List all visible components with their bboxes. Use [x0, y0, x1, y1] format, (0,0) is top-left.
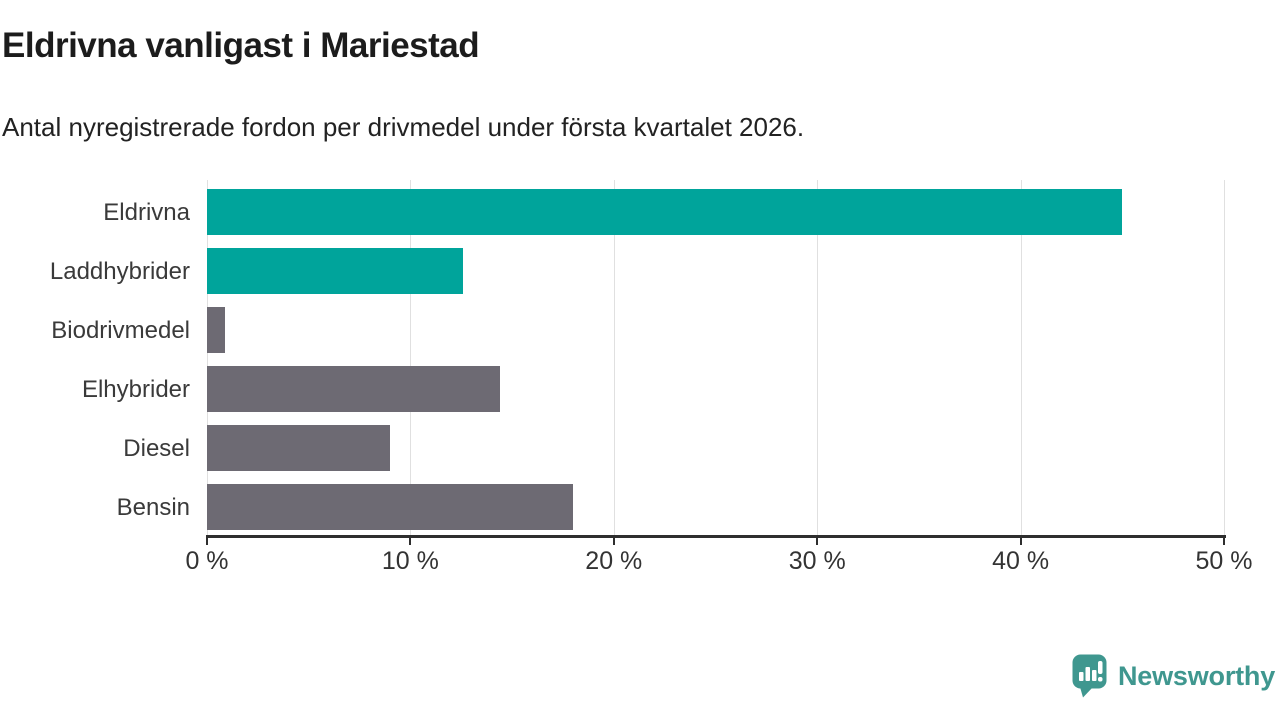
x-axis-tick-label: 40 % [992, 547, 1050, 575]
newsworthy-logo-text: Newsworthy [1118, 660, 1276, 691]
bar-diesel [207, 425, 391, 471]
chart-row: Eldrivna [0, 183, 1280, 242]
x-axis-tick [409, 538, 412, 545]
bar-bensin [207, 484, 574, 530]
x-axis-line [206, 535, 1226, 538]
bar-elhybrider [207, 366, 500, 412]
gridline [410, 180, 412, 537]
gridline [1224, 180, 1225, 537]
chart-row: Biodrivmedel [0, 301, 1280, 360]
category-label-bensin: Bensin [116, 494, 190, 521]
x-axis-tick [612, 538, 615, 545]
x-axis-tick [816, 538, 819, 545]
gridline [207, 180, 208, 537]
category-label-laddhybrider: Laddhybrider [49, 258, 190, 285]
chart-title: Eldrivna vanligast i Mariestad [2, 26, 480, 65]
bar-biodrivmedel [207, 307, 226, 353]
gridline [1020, 180, 1022, 537]
x-axis-tick [1019, 538, 1022, 545]
x-axis-tick-label: 50 % [1195, 547, 1253, 575]
x-axis-tick-label: 20 % [585, 547, 643, 575]
x-axis-tick-label: 30 % [788, 547, 846, 575]
gridline [613, 180, 615, 537]
newsworthy-logo-icon [1072, 654, 1107, 698]
newsworthy-logo[interactable]: Newsworthy [1072, 654, 1275, 698]
chart-subtitle: Antal nyregistrerade fordon per drivmede… [2, 112, 805, 142]
chart-row: Bensin [0, 478, 1280, 537]
x-axis-tick-label: 10 % [381, 547, 439, 575]
bar-laddhybrider [207, 248, 464, 294]
chart-row: Diesel [0, 419, 1280, 478]
bar-eldrivna [207, 189, 1123, 235]
gridline [817, 180, 819, 537]
category-label-elhybrider: Elhybrider [81, 376, 190, 403]
bar-chart-rows: Eldrivna Laddhybrider Biodrivmedel Elhybrid… [0, 183, 1280, 537]
chart-row: Elhybrider [0, 360, 1280, 419]
category-label-eldrivna: Eldrivna [103, 199, 190, 226]
category-label-biodrivmedel: Biodrivmedel [51, 317, 190, 344]
chart-gridlines [0, 180, 1280, 537]
x-axis-tick [206, 538, 208, 545]
x-axis-tick [1223, 538, 1225, 545]
x-axis-tick-label: 0 % [185, 547, 229, 575]
category-label-diesel: Diesel [123, 435, 190, 462]
chart-row: Laddhybrider [0, 242, 1280, 301]
